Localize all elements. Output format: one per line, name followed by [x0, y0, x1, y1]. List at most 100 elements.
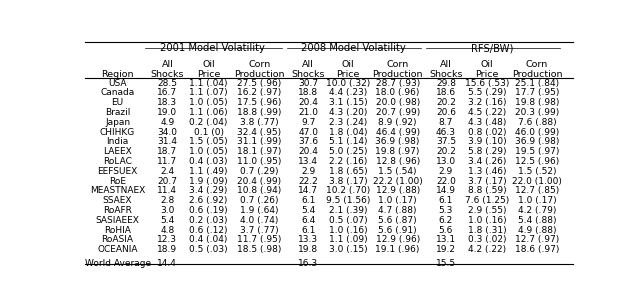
Text: 5.3: 5.3	[438, 206, 453, 215]
Text: 14.7: 14.7	[298, 186, 318, 195]
Text: 1.0 (.17): 1.0 (.17)	[517, 196, 557, 205]
Text: 29.8: 29.8	[436, 78, 456, 88]
Text: 2.9: 2.9	[439, 167, 453, 176]
Text: 27.5 (.96): 27.5 (.96)	[238, 78, 281, 88]
Text: 3.2 (.16): 3.2 (.16)	[468, 98, 507, 107]
Text: 4.0 (.74): 4.0 (.74)	[240, 216, 279, 225]
Text: MEASTNAEX: MEASTNAEX	[90, 186, 145, 195]
Text: 1.3 (.46): 1.3 (.46)	[468, 167, 507, 176]
Text: 7.6 (.88): 7.6 (.88)	[517, 118, 557, 127]
Text: 20.3 (.99): 20.3 (.99)	[515, 108, 559, 117]
Text: 4.2 (.22): 4.2 (.22)	[468, 245, 507, 254]
Text: 2008 Model Volatility: 2008 Model Volatility	[300, 43, 405, 53]
Text: EEFSUEX: EEFSUEX	[98, 167, 137, 176]
Text: 37.6: 37.6	[298, 137, 318, 146]
Text: All: All	[302, 60, 314, 69]
Text: 20.4: 20.4	[298, 147, 318, 156]
Text: 12.7 (.85): 12.7 (.85)	[515, 186, 559, 195]
Text: 1.5 (.54): 1.5 (.54)	[378, 167, 417, 176]
Text: 16.2 (.97): 16.2 (.97)	[238, 88, 281, 97]
Text: 22.0: 22.0	[436, 177, 456, 185]
Text: 4.9: 4.9	[160, 118, 175, 127]
Text: EU: EU	[112, 98, 124, 107]
Text: Price: Price	[336, 70, 360, 79]
Text: 22.0 (1.00): 22.0 (1.00)	[512, 177, 562, 185]
Text: RoAFR: RoAFR	[103, 206, 132, 215]
Text: 9.7: 9.7	[301, 118, 315, 127]
Text: Production: Production	[372, 70, 423, 79]
Text: 18.6 (.97): 18.6 (.97)	[515, 245, 559, 254]
Text: 8.8 (.59): 8.8 (.59)	[468, 186, 507, 195]
Text: 1.0 (.05): 1.0 (.05)	[189, 98, 228, 107]
Text: 5.4: 5.4	[301, 206, 315, 215]
Text: 0.4 (.04): 0.4 (.04)	[189, 235, 228, 244]
Text: Canada: Canada	[100, 88, 135, 97]
Text: 20.7 (.99): 20.7 (.99)	[376, 108, 420, 117]
Text: 2.6 (.92): 2.6 (.92)	[189, 196, 228, 205]
Text: 11.7 (.95): 11.7 (.95)	[237, 235, 282, 244]
Text: 19.8 (.98): 19.8 (.98)	[515, 98, 559, 107]
Text: 1.9 (.09): 1.9 (.09)	[189, 177, 228, 185]
Text: 15.6 (.53): 15.6 (.53)	[465, 78, 510, 88]
Text: 1.1 (.04): 1.1 (.04)	[189, 78, 228, 88]
Text: Price: Price	[476, 70, 499, 79]
Text: 25.1 (.84): 25.1 (.84)	[515, 78, 559, 88]
Text: 3.4 (.29): 3.4 (.29)	[189, 186, 228, 195]
Text: SASIAEEX: SASIAEEX	[96, 216, 139, 225]
Text: 47.0: 47.0	[298, 128, 318, 137]
Text: 0.5 (.07): 0.5 (.07)	[329, 216, 367, 225]
Text: 20.0 (.98): 20.0 (.98)	[376, 98, 420, 107]
Text: 1.9 (.64): 1.9 (.64)	[240, 206, 279, 215]
Text: 4.3 (.20): 4.3 (.20)	[329, 108, 367, 117]
Text: 0.3 (.02): 0.3 (.02)	[468, 235, 507, 244]
Text: 18.8: 18.8	[298, 88, 318, 97]
Text: World Average: World Average	[85, 259, 151, 268]
Text: 0.6 (.12): 0.6 (.12)	[189, 225, 228, 235]
Text: 13.3: 13.3	[298, 235, 318, 244]
Text: Corn: Corn	[386, 60, 409, 69]
Text: RoHIA: RoHIA	[104, 225, 131, 235]
Text: 3.9 (.10): 3.9 (.10)	[468, 137, 507, 146]
Text: 5.6: 5.6	[438, 225, 453, 235]
Text: 2.9: 2.9	[301, 167, 315, 176]
Text: Oil: Oil	[202, 60, 215, 69]
Text: 10.8 (.94): 10.8 (.94)	[238, 186, 281, 195]
Text: 2.8: 2.8	[160, 196, 175, 205]
Text: 1.0 (.16): 1.0 (.16)	[468, 216, 507, 225]
Text: 18.8 (.99): 18.8 (.99)	[237, 108, 282, 117]
Text: All: All	[440, 60, 452, 69]
Text: Oil: Oil	[342, 60, 354, 69]
Text: 18.3: 18.3	[157, 98, 177, 107]
Text: 19.8: 19.8	[298, 245, 318, 254]
Text: 0.4 (.03): 0.4 (.03)	[189, 157, 228, 166]
Text: 19.8 (.97): 19.8 (.97)	[376, 147, 420, 156]
Text: 1.8 (.04): 1.8 (.04)	[329, 128, 367, 137]
Text: 32.4 (.95): 32.4 (.95)	[238, 128, 281, 137]
Text: 20.7: 20.7	[157, 177, 177, 185]
Text: 3.8 (.17): 3.8 (.17)	[329, 177, 367, 185]
Text: 15.5: 15.5	[436, 259, 456, 268]
Text: 5.4 (.88): 5.4 (.88)	[517, 216, 556, 225]
Text: USA: USA	[108, 78, 127, 88]
Text: 19.1 (.96): 19.1 (.96)	[376, 245, 420, 254]
Text: 11.4: 11.4	[157, 186, 177, 195]
Text: 28.5: 28.5	[157, 78, 177, 88]
Text: 2.2 (.16): 2.2 (.16)	[329, 157, 367, 166]
Text: 0.1 (0): 0.1 (0)	[194, 128, 223, 137]
Text: 4.7 (.88): 4.7 (.88)	[378, 206, 417, 215]
Text: 31.1 (.99): 31.1 (.99)	[237, 137, 282, 146]
Text: 1.8 (.65): 1.8 (.65)	[329, 167, 367, 176]
Text: 14.4: 14.4	[157, 259, 177, 268]
Text: 7.6 (1.25): 7.6 (1.25)	[465, 196, 509, 205]
Text: 4.3 (.48): 4.3 (.48)	[468, 118, 507, 127]
Text: 12.7 (.97): 12.7 (.97)	[515, 235, 559, 244]
Text: 10.2 (.70): 10.2 (.70)	[325, 186, 370, 195]
Text: 9.5 (1.56): 9.5 (1.56)	[325, 196, 370, 205]
Text: 6.2: 6.2	[439, 216, 453, 225]
Text: 5.4: 5.4	[160, 216, 175, 225]
Text: 14.9: 14.9	[436, 186, 456, 195]
Text: RoLAC: RoLAC	[103, 157, 132, 166]
Text: 0.5 (.03): 0.5 (.03)	[189, 245, 228, 254]
Text: 4.2 (.79): 4.2 (.79)	[518, 206, 556, 215]
Text: 13.4: 13.4	[298, 157, 318, 166]
